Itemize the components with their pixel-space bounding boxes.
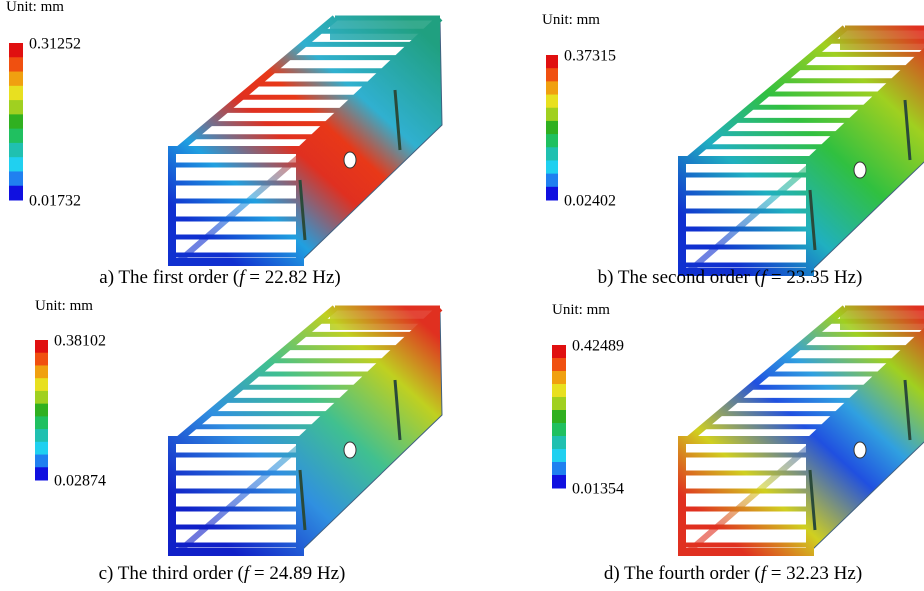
legend-max: 0.37315 xyxy=(564,48,616,65)
colorbar-band xyxy=(552,371,566,385)
colorbar-band xyxy=(35,404,48,417)
colorbar-band xyxy=(35,429,48,442)
hole xyxy=(344,152,356,168)
caption-text: = 32.23 Hz) xyxy=(766,563,862,584)
caption-text: c) The third order ( xyxy=(99,563,244,584)
colorbar-band xyxy=(35,455,48,468)
colorbar-band xyxy=(35,442,48,455)
legend-min: 0.02402 xyxy=(564,193,616,210)
colorbar-band xyxy=(552,358,566,372)
legend-min: 0.02874 xyxy=(54,473,106,490)
model xyxy=(682,308,924,552)
colorbar-band xyxy=(552,384,566,398)
colorbar-band xyxy=(546,187,558,201)
model xyxy=(682,28,924,272)
model xyxy=(172,308,442,552)
colorbar-band xyxy=(9,86,23,101)
panel: Unit: mm 0.37315 0.02402 b) The second orde… xyxy=(542,12,924,288)
colorbar-band xyxy=(546,95,558,109)
legend-min: 0.01732 xyxy=(29,193,81,210)
unit-label: Unit: mm xyxy=(6,0,64,15)
colorbar-band xyxy=(9,143,23,158)
colorbar-band xyxy=(9,57,23,72)
figure: Unit: mm 0.31252 0.01732 a) The first order… xyxy=(0,0,924,591)
unit-label: Unit: mm xyxy=(552,302,610,318)
colorbar-band xyxy=(35,391,48,404)
caption: c) The third order (f = 24.89 Hz) xyxy=(99,563,346,584)
colorbar-band xyxy=(9,43,23,58)
hole xyxy=(344,442,356,458)
colorbar-band xyxy=(546,121,558,135)
colorbar-band xyxy=(552,462,566,476)
caption-text: b) The second order ( xyxy=(598,267,761,288)
unit-label: Unit: mm xyxy=(542,12,600,28)
colorbar-band xyxy=(552,449,566,463)
colorbar-band xyxy=(546,68,558,82)
colorbar-band xyxy=(35,353,48,366)
colorbar-band xyxy=(9,100,23,115)
caption: a) The first order (f = 22.82 Hz) xyxy=(99,267,340,288)
caption-text: = 24.89 Hz) xyxy=(249,563,345,584)
panel: Unit: mm 0.38102 0.02874 c) The third order… xyxy=(35,298,442,584)
colorbar-band xyxy=(552,423,566,437)
legend-max: 0.31252 xyxy=(29,36,81,53)
colorbar-band xyxy=(552,436,566,450)
caption: b) The second order (f = 23.35 Hz) xyxy=(598,267,863,288)
colorbar-band xyxy=(9,157,23,172)
colorbar-band xyxy=(546,81,558,95)
colorbar-band xyxy=(552,475,566,489)
hole xyxy=(854,442,866,458)
legend-max: 0.38102 xyxy=(54,333,106,350)
colorbar-band xyxy=(35,416,48,429)
colorbar-band xyxy=(9,171,23,186)
caption-text: a) The first order ( xyxy=(99,267,239,288)
colorbar-band xyxy=(546,134,558,148)
legend-max: 0.42489 xyxy=(572,338,624,355)
panel: Unit: mm 0.31252 0.01732 a) The first order… xyxy=(6,0,442,288)
colorbar-band xyxy=(552,345,566,359)
colorbar-band xyxy=(35,378,48,391)
colorbar-band xyxy=(546,174,558,188)
colorbar-band xyxy=(9,114,23,129)
caption: d) The fourth order (f = 32.23 Hz) xyxy=(604,563,862,584)
unit-label: Unit: mm xyxy=(35,298,93,314)
colorbar-band xyxy=(9,129,23,144)
legend-min: 0.01354 xyxy=(572,481,624,498)
hole xyxy=(854,162,866,178)
colorbar-band xyxy=(9,72,23,87)
colorbar-band xyxy=(552,397,566,411)
caption-text: d) The fourth order ( xyxy=(604,563,761,584)
caption-text: = 22.82 Hz) xyxy=(245,267,341,288)
model xyxy=(172,18,442,262)
colorbar-band xyxy=(546,108,558,122)
panel: Unit: mm 0.42489 0.01354 d) The fourth orde… xyxy=(552,302,924,584)
colorbar-band xyxy=(552,410,566,424)
colorbar-band xyxy=(546,160,558,174)
colorbar-band xyxy=(35,340,48,353)
caption-text: = 23.35 Hz) xyxy=(766,267,862,288)
colorbar-band xyxy=(546,147,558,161)
colorbar-band xyxy=(35,365,48,378)
colorbar-band xyxy=(35,467,48,480)
colorbar-band xyxy=(546,55,558,69)
colorbar-band xyxy=(9,186,23,201)
